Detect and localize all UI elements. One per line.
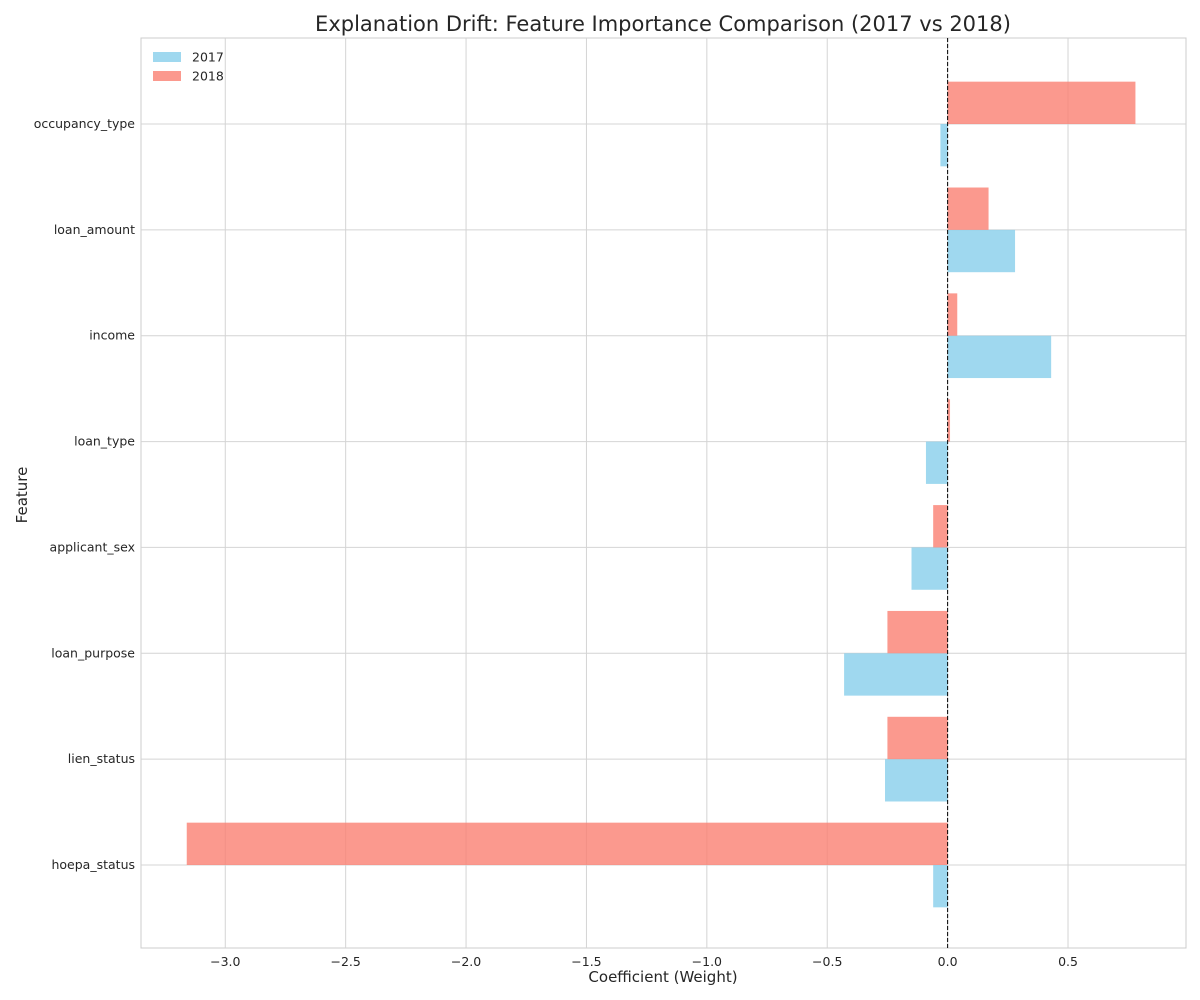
legend: 2017 2018: [153, 50, 224, 84]
bar-2018-loan-type: [947, 399, 951, 442]
bar-2018-income: [947, 293, 958, 336]
x-tick-label: −1.5: [571, 954, 601, 969]
y-tick-label-hoepa-status: hoepa_status: [51, 857, 135, 872]
legend-swatch-2018: [153, 71, 181, 81]
y-tick-label-occupancy-type: occupancy_type: [34, 116, 136, 131]
x-tick-label: −2.5: [330, 954, 360, 969]
legend-label-2018: 2018: [192, 69, 224, 84]
bar-2017-hoepa-status: [933, 865, 948, 908]
bar-2017-lien-status: [885, 759, 948, 802]
x-tick-label: −0.5: [812, 954, 842, 969]
y-tick-label-income: income: [89, 328, 135, 343]
y-axis-label: Feature: [13, 467, 31, 524]
y-tick-label-loan-amount: loan_amount: [54, 222, 135, 237]
x-tick-label: −3.0: [210, 954, 240, 969]
bar-2018-lien-status: [887, 716, 948, 760]
bar-2017-occupancy-type: [940, 124, 948, 167]
bar-2017-income: [947, 335, 1052, 379]
bar-2018-loan-purpose: [887, 610, 948, 654]
x-tick-label: 0.5: [1058, 954, 1078, 969]
x-axis-label: Coefficient (Weight): [588, 968, 737, 986]
legend-label-2017: 2017: [192, 50, 224, 65]
x-tick-label: 0.0: [938, 954, 958, 969]
x-tick-label: −2.0: [451, 954, 481, 969]
bar-2017-applicant-sex: [911, 547, 948, 590]
bar-2017-loan-purpose: [844, 653, 948, 696]
x-tick-label: −1.0: [692, 954, 722, 969]
y-tick-label-applicant-sex: applicant_sex: [50, 539, 135, 554]
bars-layer: [186, 81, 1136, 908]
bar-2017-loan-amount: [947, 229, 1016, 273]
y-tick-label-loan-type: loan_type: [74, 434, 135, 449]
chart-title: Explanation Drift: Feature Importance Co…: [315, 12, 1011, 36]
y-tick-label-lien-status: lien_status: [68, 751, 135, 766]
ticks-layer: −3.0 −2.5 −2.0 −1.5 −1.0 −0.5 0.0 0.5 occupancy_…: [34, 116, 1078, 969]
bar-2018-applicant-sex: [933, 505, 948, 548]
bar-2017-loan-type: [925, 441, 948, 484]
bar-2018-hoepa-status: [186, 822, 948, 865]
legend-swatch-2017: [153, 52, 181, 62]
bar-2018-occupancy-type: [947, 81, 1136, 124]
plot-frame: [140, 37, 1187, 949]
y-tick-label-loan-purpose: loan_purpose: [51, 645, 135, 660]
bar-2018-loan-amount: [947, 187, 989, 230]
